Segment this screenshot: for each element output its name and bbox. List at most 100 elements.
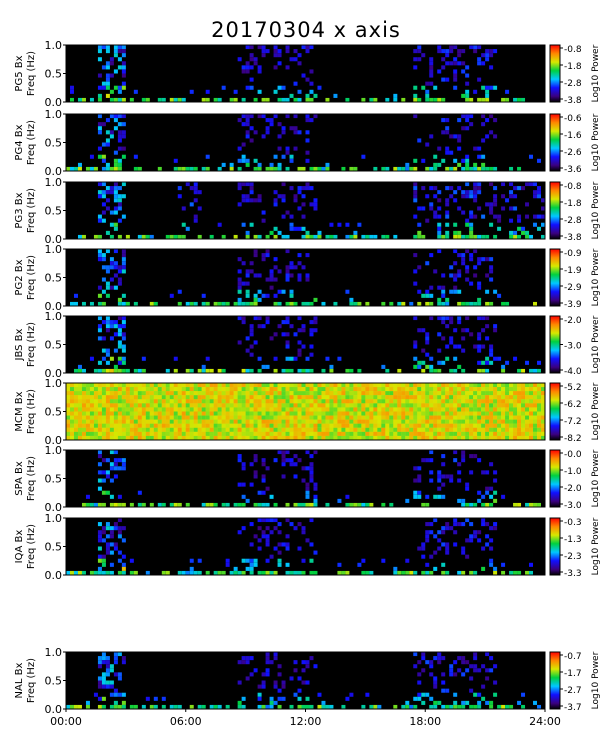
spectrogram-cell (385, 403, 390, 408)
spectrogram-cell (245, 368, 250, 373)
spectrogram-cell (533, 502, 538, 507)
spectrogram-cell (101, 348, 106, 353)
spectrogram-cell (485, 395, 490, 400)
spectrogram-cell (457, 498, 462, 503)
spectrogram-cell (441, 704, 446, 709)
spectrogram-cell (397, 391, 402, 396)
spectrogram-cell (537, 214, 542, 219)
spectrogram-cell (193, 214, 198, 219)
spectrogram-cell (245, 566, 250, 571)
spectrogram-cell (121, 73, 126, 78)
spectrogram-cell (429, 166, 434, 171)
spectrogram-cell (197, 399, 202, 404)
spectrogram-cell (109, 356, 114, 361)
spectrogram-cell (505, 395, 510, 400)
spectrogram-cell (77, 166, 82, 171)
spectrogram-cell (181, 415, 186, 420)
colorbar-tick-label: -3.9 (564, 300, 582, 310)
colorbar-tick-label: -2.6 (564, 148, 582, 158)
spectrogram-cell (285, 269, 290, 274)
spectrogram-cell (173, 435, 178, 440)
spectrogram-cell (181, 206, 186, 211)
spectrogram-cell (245, 61, 250, 66)
spectrogram-cell (305, 158, 310, 163)
spectrogram-cell (397, 427, 402, 432)
spectrogram-cell (177, 391, 182, 396)
spectrogram-cell (273, 415, 278, 420)
spectrogram-cell (253, 57, 258, 62)
spectrogram-cell (297, 316, 302, 321)
spectrogram-cell (197, 419, 202, 424)
spectrogram-cell (221, 431, 226, 436)
spectrogram-cell (485, 134, 490, 139)
spectrogram-cell (257, 45, 262, 50)
spectrogram-cell (429, 97, 434, 102)
spectrogram-cell (257, 69, 262, 74)
colorbar-tick-label: -3.8 (564, 96, 582, 106)
spectrogram-cell (437, 494, 442, 499)
spectrogram-cell (409, 166, 414, 171)
spectrogram-cell (289, 423, 294, 428)
spectrogram-cell (449, 403, 454, 408)
spectrogram-cell (213, 403, 218, 408)
spectrogram-cell (509, 391, 514, 396)
spectrogram-cell (437, 538, 442, 543)
spectrogram-cell (121, 570, 126, 575)
spectrogram-cell (465, 118, 470, 123)
spectrogram-cell (249, 198, 254, 203)
spectrogram-cell (66, 407, 70, 412)
spectrogram-cell (345, 407, 350, 412)
spectrogram-cell (409, 301, 414, 306)
spectrogram-cell (97, 462, 102, 467)
spectrogram-cell (105, 431, 110, 436)
spectrogram-cell (485, 522, 490, 527)
spectrogram-cell (509, 230, 514, 235)
spectrogram-cell (141, 97, 146, 102)
colorbar-tick-label: -0.6 (564, 114, 582, 124)
spectrogram-cell (313, 198, 318, 203)
spectrogram-cell (73, 383, 78, 388)
spectrogram-cell (369, 435, 374, 440)
spectrogram-cell (125, 399, 130, 404)
spectrogram-cell (289, 289, 294, 294)
spectrogram-cell (513, 230, 518, 235)
spectrogram-cell (529, 427, 534, 432)
spectrogram-cell (97, 423, 102, 428)
spectrogram-cell (281, 415, 286, 420)
spectrogram-cell (301, 73, 306, 78)
spectrogram-cell (465, 538, 470, 543)
spectrogram-cell (113, 391, 118, 396)
spectrogram-cell (257, 395, 262, 400)
spectrogram-cell (337, 435, 342, 440)
spectrogram-cell (205, 427, 210, 432)
spectrogram-cell (201, 293, 206, 298)
spectrogram-cell (313, 482, 318, 487)
spectrogram-cell (441, 526, 446, 531)
spectrogram-cell (441, 234, 446, 239)
spectrogram-cell (465, 387, 470, 392)
y-tick-label: 0.5 (45, 137, 63, 150)
spectrogram-cell (69, 97, 74, 102)
spectrogram-cell (265, 411, 270, 416)
spectrogram-cell (173, 158, 178, 163)
spectrogram-cell (357, 427, 362, 432)
spectrogram-cell (473, 692, 478, 697)
spectrogram-cell (261, 97, 266, 102)
spectrogram-cell (449, 431, 454, 436)
spectrogram-cell (89, 356, 94, 361)
spectrogram-cell (429, 696, 434, 701)
spectrogram-cell (333, 423, 338, 428)
spectrogram-cell (66, 423, 70, 428)
spectrogram-cell (117, 49, 122, 54)
spectrogram-cell (469, 194, 474, 199)
spectrogram-cell (105, 190, 110, 195)
spectrogram-cell (497, 427, 502, 432)
spectrogram-cell (301, 166, 306, 171)
spectrogram-cell (517, 226, 522, 231)
spectrogram-cell (141, 411, 146, 416)
spectrogram-cell (281, 435, 286, 440)
spectrogram-cell (249, 269, 254, 274)
spectrogram-cell (121, 182, 126, 187)
spectrogram-cell (249, 570, 254, 575)
